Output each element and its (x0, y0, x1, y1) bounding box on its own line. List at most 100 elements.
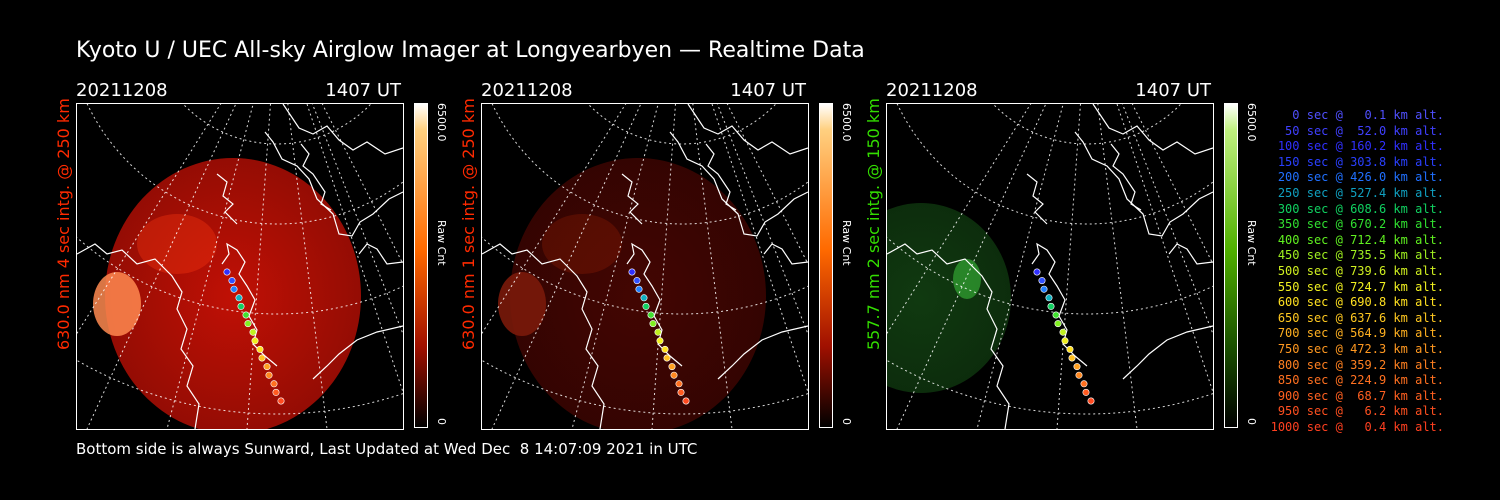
trajectory-dot (663, 354, 671, 362)
legend-row: 1000 sec @ 0.4 km alt. (1270, 419, 1444, 434)
meridian-line (1056, 104, 1081, 429)
colorbar (414, 103, 428, 428)
trajectory-dot (244, 320, 252, 328)
coastline (887, 243, 1010, 429)
trajectory-dot (251, 337, 259, 345)
trajectory-dot (675, 380, 683, 388)
sky-image-disc (510, 158, 766, 429)
imager-panel-557nm-2s: 20211208 1407 UT 557.7 nm 2 sec intg. @ … (864, 80, 1296, 430)
trajectory-dot (682, 397, 690, 405)
trajectory-dot (270, 380, 278, 388)
coastline (669, 131, 808, 237)
trajectory-dot (633, 277, 641, 285)
trajectory-dot (640, 294, 648, 302)
aurora-glow (137, 214, 217, 274)
colorbar (1224, 103, 1238, 428)
trajectory-dot (668, 363, 676, 371)
panel-wavelength-label: 630.0 nm 4 sec intg. @ 250 km (54, 98, 73, 350)
aurora-patch (498, 272, 546, 336)
trajectory-dot (242, 311, 250, 319)
coastline (705, 143, 737, 211)
legend-row: 950 sec @ 6.2 km alt. (1277, 404, 1444, 419)
panel-time: 1407 UT (1135, 80, 1211, 101)
page-title: Kyoto U / UEC All-sky Airglow Imager at … (76, 38, 865, 63)
legend-row: 550 sec @ 724.7 km alt. (1277, 279, 1444, 294)
trajectory-dot (1075, 371, 1083, 379)
meridian-line (1116, 104, 1213, 394)
trajectory-dot (1066, 345, 1074, 353)
coastline (717, 325, 808, 380)
coastline (221, 242, 278, 367)
sky-image-disc (105, 158, 361, 429)
trajectory-dot (1087, 397, 1095, 405)
trajectory-dot (1059, 328, 1067, 336)
legend-row: 100 sec @ 160.2 km alt. (1277, 139, 1444, 154)
airglow-image (886, 103, 1214, 430)
colorbar-label: Raw Cnt (840, 220, 853, 266)
trajectory-dot (223, 268, 231, 276)
latitude-circle (992, 104, 1182, 145)
colorbar-label: Raw Cnt (435, 220, 448, 266)
meridian-line (306, 104, 403, 394)
legend-row: 50 sec @ 52.0 km alt. (1285, 123, 1444, 138)
panel-date: 20211208 (886, 80, 978, 101)
coastline (1026, 173, 1048, 225)
legend-row: 500 sec @ 739.6 km alt. (1277, 263, 1444, 278)
trajectory-dot (1082, 388, 1090, 396)
colorbar-label: Raw Cnt (1245, 220, 1258, 266)
trajectory-dot (277, 397, 285, 405)
legend-row: 600 sec @ 690.8 km alt. (1277, 295, 1444, 310)
meridian-line (1097, 104, 1138, 429)
panel-wavelength-label: 557.7 nm 2 sec intg. @ 150 km (864, 98, 883, 350)
trajectory-dot (258, 354, 266, 362)
meridian-line (1121, 104, 1213, 335)
trajectory-dot (635, 285, 643, 293)
coastline (1031, 242, 1088, 367)
coastline (482, 243, 605, 429)
coastline (1074, 131, 1213, 237)
meridian-line (246, 104, 271, 429)
latitude-circle (77, 236, 403, 315)
panel-wavelength-label: 630.0 nm 1 sec intg. @ 250 km (459, 98, 478, 350)
trajectory-dot (256, 345, 264, 353)
trajectory-dot (661, 345, 669, 353)
panel-time: 1407 UT (325, 80, 401, 101)
trajectory-dot (677, 388, 685, 396)
colorbar-min: 0 (435, 418, 448, 425)
panel-time: 1407 UT (730, 80, 806, 101)
coastline (621, 173, 643, 225)
coastline (358, 243, 403, 265)
legend-row: 200 sec @ 426.0 km alt. (1277, 170, 1444, 185)
imager-panel-630nm-4s: 20211208 1407 UT 630.0 nm 4 sec intg. @ … (54, 80, 486, 430)
airglow-image (481, 103, 809, 430)
trajectory-dot (1045, 294, 1053, 302)
trajectory-dot (670, 371, 678, 379)
trajectory-dot (1073, 363, 1081, 371)
trajectory-dot (1040, 285, 1048, 293)
trajectory-dot (249, 328, 257, 336)
aurora-patch (953, 259, 981, 299)
meridian-line (716, 104, 808, 335)
trajectory-dot (228, 277, 236, 285)
legend-row: 750 sec @ 472.3 km alt. (1277, 341, 1444, 356)
latitude-circle (182, 104, 372, 145)
trajectory-dot (1080, 380, 1088, 388)
trajectory-dot (642, 302, 650, 310)
coastline (312, 325, 403, 380)
meridian-line (491, 104, 642, 429)
colorbar-max: 6500.0 (435, 103, 448, 142)
imager-panel-630nm-1s: 20211208 1407 UT 630.0 nm 1 sec intg. @ … (459, 80, 891, 430)
coastline (1168, 243, 1213, 265)
coastline (763, 243, 808, 265)
legend-row: 850 sec @ 224.9 km alt. (1277, 373, 1444, 388)
legend-row: 400 sec @ 712.4 km alt. (1277, 232, 1444, 247)
coastline (264, 131, 403, 237)
legend-row: 150 sec @ 303.8 km alt. (1277, 154, 1444, 169)
sky-image-disc (887, 203, 1011, 393)
legend-row: 450 sec @ 735.5 km alt. (1277, 248, 1444, 263)
aurora-glow (542, 214, 622, 274)
latitude-circle (482, 236, 808, 315)
coastline (1110, 143, 1142, 211)
meridian-line (1131, 104, 1213, 265)
meridian-line (711, 104, 808, 394)
